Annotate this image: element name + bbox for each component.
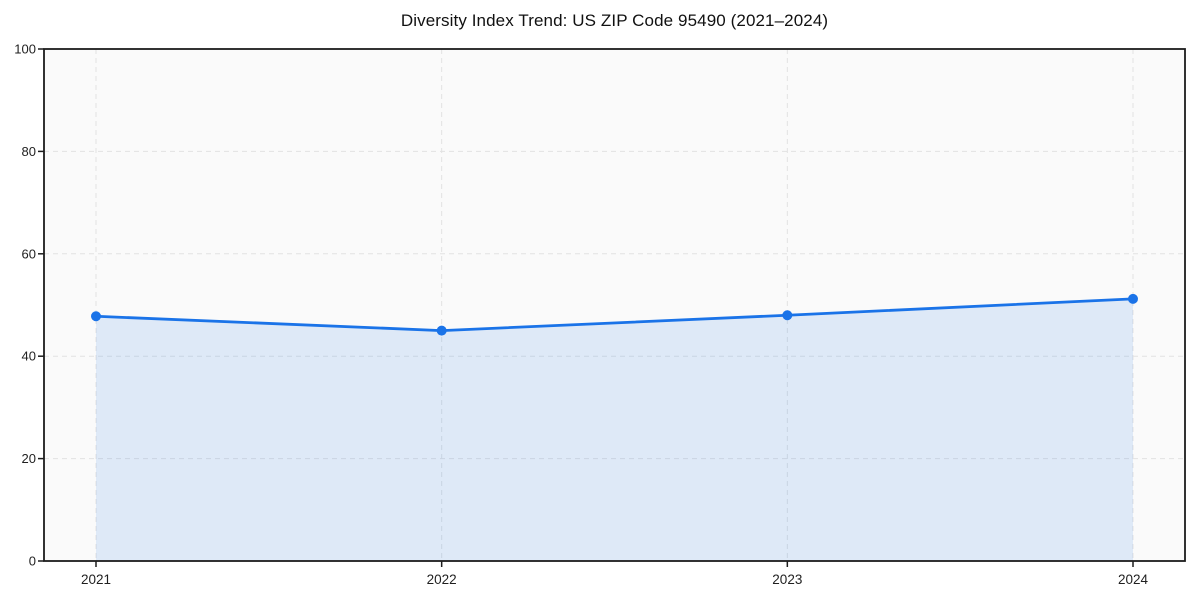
- x-axis-tick-label-2022: 2022: [427, 572, 457, 587]
- data-point-2023: [782, 310, 793, 321]
- y-axis-tick-label-100: 100: [14, 42, 36, 57]
- area-fill: [96, 298, 1133, 561]
- y-axis-tick-label-40: 40: [22, 349, 36, 364]
- y-axis-tick-label-80: 80: [22, 144, 36, 159]
- x-axis-tick-label-2021: 2021: [81, 572, 111, 587]
- plot-border: [43, 48, 1186, 562]
- y-axis-tick-label-20: 20: [22, 451, 36, 466]
- data-point-2021: [91, 311, 101, 322]
- data-point-2022: [436, 325, 447, 336]
- y-axis-tick-label-60: 60: [22, 246, 36, 261]
- chart-title: Diversity Index Trend: US ZIP Code 95490…: [400, 11, 829, 30]
- y-axis-tick-label-0: 0: [29, 554, 36, 569]
- trend-line: [94, 297, 1135, 333]
- x-axis-tick-label-2023: 2023: [772, 572, 802, 587]
- data-point-2024: [1128, 293, 1138, 304]
- x-axis-tick-label-2024: 2024: [1118, 572, 1149, 587]
